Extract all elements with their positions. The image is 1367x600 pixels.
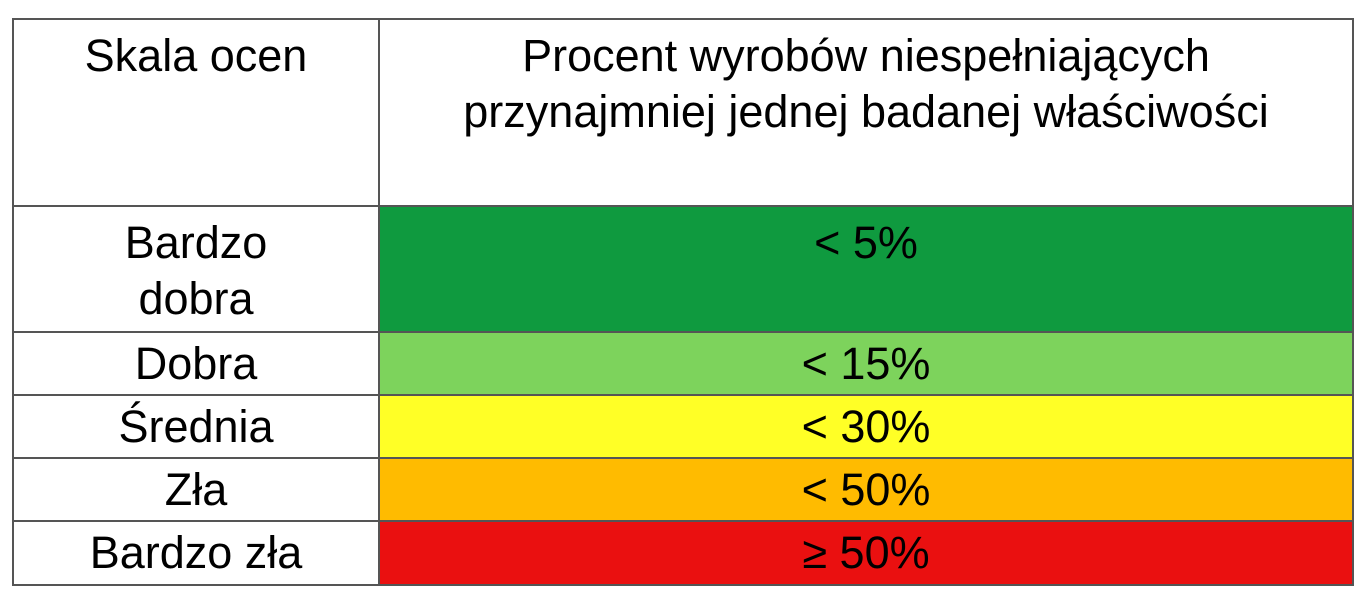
percent-column-header: Procent wyrobów niespełniających przynaj… bbox=[378, 18, 1354, 207]
table-row: Średnia < 30% bbox=[12, 394, 1354, 459]
grading-scale-table: Skala ocen Procent wyrobów niespełniając… bbox=[12, 18, 1354, 586]
grade-cell: Średnia bbox=[12, 394, 380, 459]
table-row: Dobra < 15% bbox=[12, 331, 1354, 396]
table-row: Bardzo zła ≥ 50% bbox=[12, 520, 1354, 586]
range-cell: < 5% bbox=[378, 205, 1354, 333]
table-header-row: Skala ocen Procent wyrobów niespełniając… bbox=[12, 18, 1354, 207]
range-cell: ≥ 50% bbox=[378, 520, 1354, 586]
scale-column-header: Skala ocen bbox=[12, 18, 380, 207]
grade-cell: Bardzo dobra bbox=[12, 205, 380, 333]
grade-cell: Zła bbox=[12, 457, 380, 522]
table-row: Bardzo dobra < 5% bbox=[12, 205, 1354, 333]
table-row: Zła < 50% bbox=[12, 457, 1354, 522]
grade-cell: Bardzo zła bbox=[12, 520, 380, 586]
range-cell: < 30% bbox=[378, 394, 1354, 459]
range-cell: < 15% bbox=[378, 331, 1354, 396]
range-cell: < 50% bbox=[378, 457, 1354, 522]
grade-cell: Dobra bbox=[12, 331, 380, 396]
